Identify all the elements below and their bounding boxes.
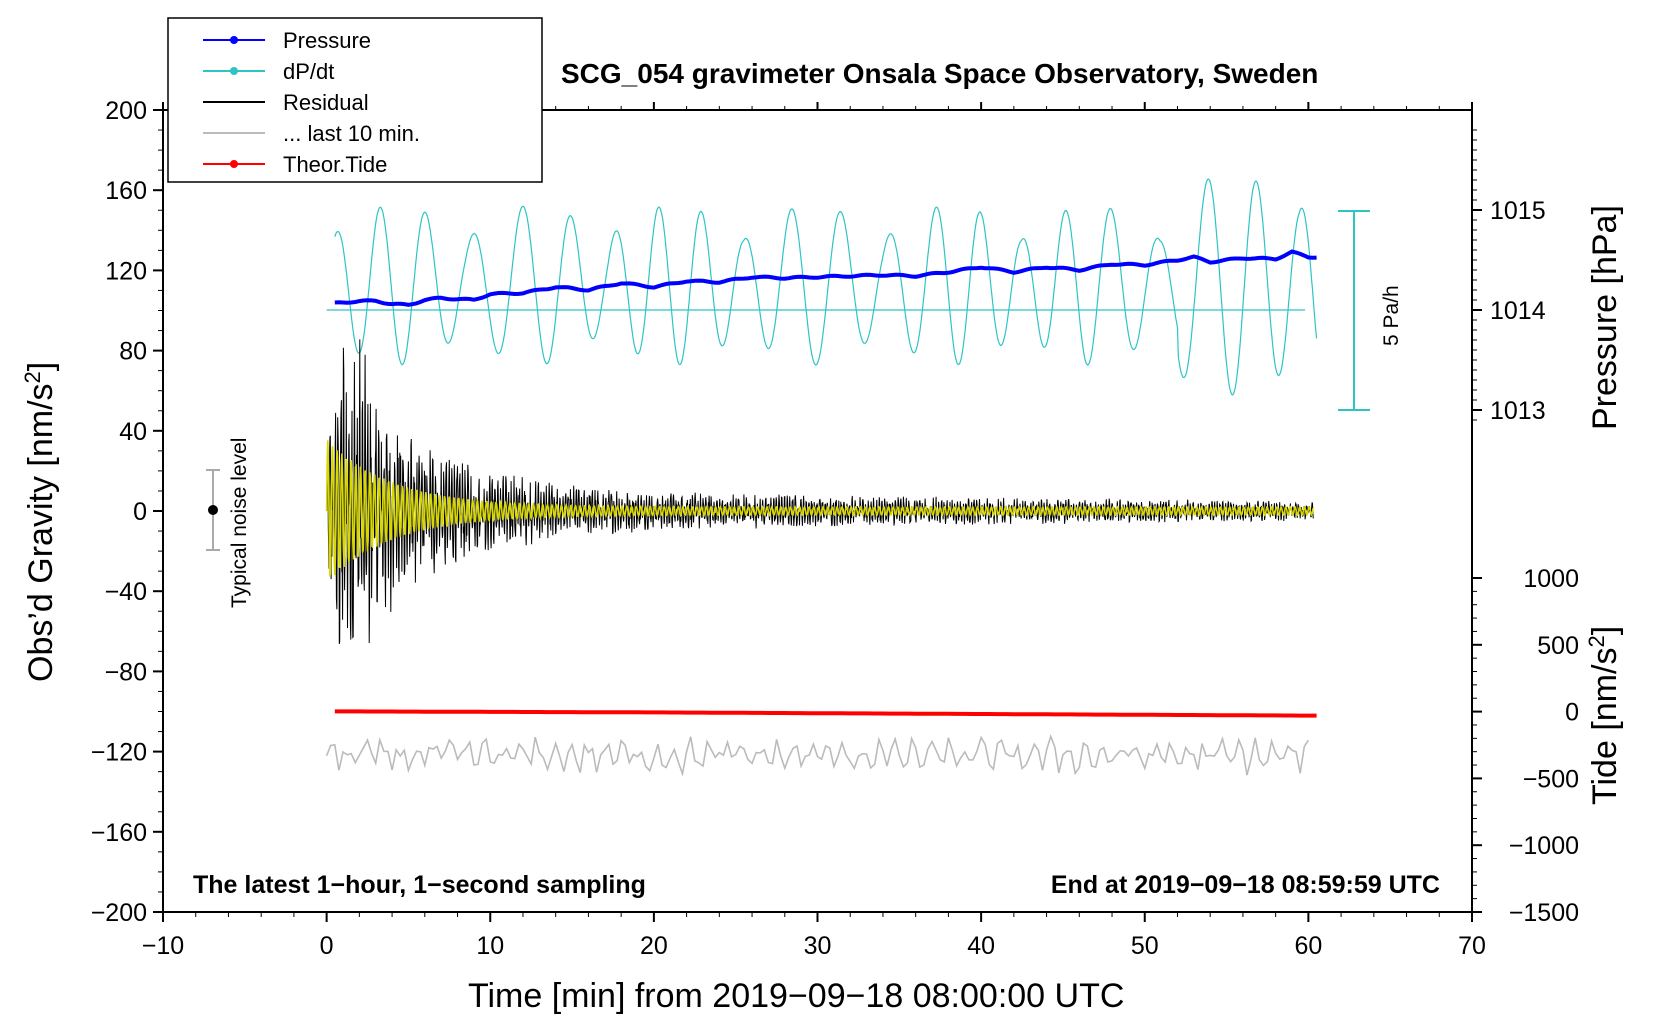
- pressure-tick-label: 1014: [1490, 297, 1546, 325]
- note-sampling: The latest 1−hour, 1−second sampling: [193, 871, 646, 899]
- filtered-line: [325, 440, 1315, 577]
- axis-ticks: −10 0 10 20 30 40 50 60 70 −200 −160 −120 −80 −40 0 40 8…: [91, 97, 1579, 960]
- tide-axis-label: Tide [nm/s2]: [1584, 626, 1624, 805]
- noise-level-label: Typical noise level: [228, 438, 251, 608]
- y-tick-label: −120: [91, 739, 147, 767]
- y-tick-label: −160: [91, 819, 147, 847]
- y-tick-label: 40: [119, 418, 147, 446]
- x-tick-label: 50: [1131, 932, 1159, 960]
- tide-tick-label: −1000: [1509, 832, 1579, 860]
- residual-line: [326, 339, 1314, 644]
- y-tick-label: 120: [105, 257, 147, 285]
- legend-label: ... last 10 min.: [283, 121, 420, 146]
- y-tick-label: 0: [133, 498, 147, 526]
- pressure-tick-label: 1013: [1490, 397, 1546, 425]
- legend: Pressure dP/dt Residual ... last 10 min. The…: [167, 17, 543, 183]
- y-tick-label: 200: [105, 97, 147, 125]
- pressure-line: [334, 249, 1317, 307]
- legend-label: Pressure: [283, 28, 371, 53]
- y-axis-label: Obs’d Gravity [nm/s2]: [20, 362, 60, 682]
- y-tick-label: −80: [105, 658, 147, 686]
- x-tick-label: 0: [320, 932, 334, 960]
- legend-label: Theor.Tide: [283, 152, 387, 177]
- legend-label: Residual: [283, 90, 369, 115]
- pressure-tick-label: 1015: [1490, 197, 1546, 225]
- x-tick-label: 70: [1458, 932, 1486, 960]
- series-layer: [325, 178, 1318, 777]
- x-tick-label: 60: [1294, 932, 1322, 960]
- legend-marker: [230, 67, 238, 75]
- theor-tide-line: [334, 709, 1317, 718]
- legend-marker: [230, 36, 238, 44]
- x-tick-label: 10: [476, 932, 504, 960]
- dpdt-scale-bar: [1338, 210, 1370, 411]
- tide-tick-label: 0: [1565, 699, 1579, 727]
- dpdt-line: [334, 178, 1318, 396]
- x-tick-label: 20: [640, 932, 668, 960]
- tide-tick-label: 1000: [1523, 565, 1579, 593]
- chart-title: SCG_054 gravimeter Onsala Space Observat…: [561, 58, 1318, 89]
- x-tick-label: 30: [804, 932, 832, 960]
- y-tick-label: 80: [119, 338, 147, 366]
- dpdt-scale-label: 5 Pa/h: [1380, 285, 1403, 346]
- x-tick-label: −10: [142, 932, 184, 960]
- tide-tick-label: −1500: [1509, 899, 1579, 927]
- last-10-min-line: [325, 733, 1310, 777]
- tide-tick-label: −500: [1523, 765, 1579, 793]
- legend-marker: [230, 160, 238, 168]
- tide-tick-label: 500: [1537, 632, 1579, 660]
- y-tick-label: −200: [91, 899, 147, 927]
- noise-level-bar: [206, 469, 220, 551]
- legend-box: [167, 17, 543, 183]
- x-axis-label: Time [min] from 2019−09−18 08:00:00 UTC: [468, 977, 1124, 1015]
- x-tick-label: 40: [967, 932, 995, 960]
- y-tick-label: −40: [105, 578, 147, 606]
- note-end-time: End at 2019−09−18 08:59:59 UTC: [1051, 871, 1440, 899]
- y-tick-label: 160: [105, 177, 147, 205]
- pressure-axis-label: Pressure [hPa]: [1586, 205, 1624, 430]
- legend-label: dP/dt: [283, 59, 334, 84]
